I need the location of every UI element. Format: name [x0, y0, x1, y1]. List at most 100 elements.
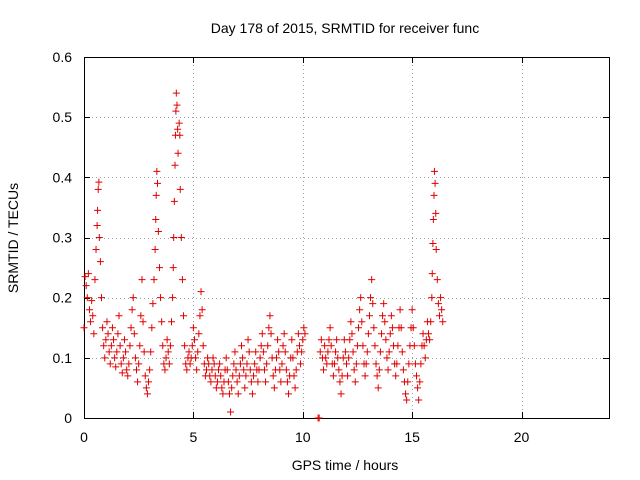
data-point: [207, 378, 215, 386]
data-point: [224, 378, 232, 386]
data-point: [123, 366, 131, 374]
data-point: [174, 125, 182, 133]
data-point: [283, 378, 291, 386]
data-point: [230, 360, 238, 368]
data-point: [217, 372, 225, 380]
data-point: [186, 360, 194, 368]
data-point: [176, 185, 184, 193]
data-point: [362, 360, 370, 368]
data-point: [193, 366, 201, 374]
data-point: [370, 324, 378, 332]
data-point: [178, 276, 186, 284]
data-point: [426, 336, 434, 344]
data-point: [147, 348, 155, 356]
data-point: [290, 372, 298, 380]
data-point: [430, 191, 438, 199]
data-point: [431, 179, 439, 187]
data-point: [263, 360, 271, 368]
data-point: [162, 354, 170, 362]
data-point: [277, 378, 285, 386]
data-point: [157, 294, 165, 302]
x-tick-label: 15: [404, 429, 420, 445]
data-point: [344, 372, 352, 380]
data-point: [190, 336, 198, 344]
data-point: [279, 342, 287, 350]
data-point: [151, 246, 159, 254]
data-point: [173, 101, 181, 109]
data-point: [345, 354, 353, 362]
data-point: [438, 306, 446, 314]
data-point: [241, 384, 249, 392]
data-point: [130, 330, 138, 338]
data-point: [252, 348, 260, 356]
data-point: [429, 240, 437, 248]
data-point: [136, 342, 144, 350]
data-point: [145, 378, 153, 386]
data-point: [375, 366, 383, 374]
data-point: [394, 342, 402, 350]
data-point: [196, 312, 204, 320]
data-point: [371, 342, 379, 350]
data-point: [257, 342, 265, 350]
x-axis-label: GPS time / hours: [292, 457, 399, 473]
data-point: [402, 390, 410, 398]
data-point: [150, 276, 158, 284]
data-point: [199, 342, 207, 350]
data-point: [107, 342, 115, 350]
data-point: [125, 360, 133, 368]
data-point: [99, 324, 107, 332]
data-point: [348, 330, 356, 338]
data-point: [158, 318, 166, 326]
data-point: [188, 342, 196, 350]
data-point: [347, 318, 355, 326]
data-point: [352, 360, 360, 368]
data-point: [213, 378, 221, 386]
y-tick-label: 0.2: [53, 290, 73, 306]
data-point: [124, 372, 132, 380]
data-point: [102, 336, 110, 344]
data-point: [180, 312, 188, 320]
data-point: [88, 297, 96, 305]
data-point: [294, 330, 302, 338]
data-point: [90, 330, 98, 338]
data-point: [85, 306, 93, 314]
y-tick-label: 0.1: [53, 350, 73, 366]
data-point: [416, 378, 424, 386]
data-point: [417, 360, 425, 368]
data-point: [256, 354, 264, 362]
data-point: [365, 312, 373, 320]
data-point: [415, 396, 423, 404]
data-point: [229, 372, 237, 380]
data-point: [164, 348, 172, 356]
data-point: [254, 378, 262, 386]
data-point: [129, 294, 137, 302]
data-point: [89, 312, 97, 320]
data-point: [322, 354, 330, 362]
data-point: [363, 348, 371, 356]
data-point: [215, 366, 223, 374]
data-point: [223, 366, 231, 374]
data-point: [430, 167, 438, 175]
data-point: [274, 336, 282, 344]
data-point: [95, 234, 103, 241]
x-tick-label: 20: [514, 429, 530, 445]
data-point: [260, 366, 268, 374]
data-point: [169, 294, 177, 302]
data-point: [387, 312, 395, 320]
data-point: [174, 149, 182, 157]
data-point: [329, 372, 337, 380]
data-point: [139, 318, 147, 326]
data-point: [427, 318, 435, 326]
data-point: [94, 206, 102, 214]
data-point: [119, 354, 127, 362]
data-point: [195, 330, 203, 338]
data-point: [181, 342, 189, 350]
data-point: [246, 366, 254, 374]
data-point: [82, 282, 90, 290]
data-point: [163, 336, 171, 344]
data-point: [236, 360, 244, 368]
data-point: [321, 342, 329, 350]
data-point: [359, 342, 367, 350]
data-point: [176, 131, 184, 139]
data-point: [192, 354, 200, 362]
